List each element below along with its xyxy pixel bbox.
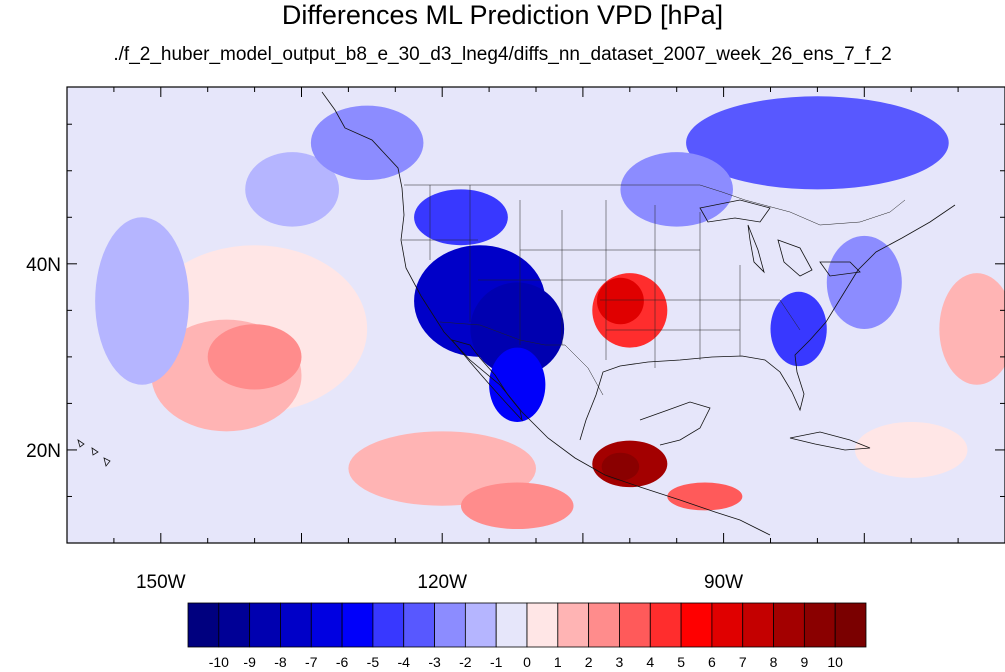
chart-subtitle: ./f_2_huber_model_output_b8_e_30_d3_lneg… [113, 44, 892, 65]
cuba-coastline [789, 431, 871, 451]
colorbar-box [526, 602, 559, 648]
contour-region-16 [460, 482, 574, 530]
contour-region-21 [939, 273, 1005, 385]
colorbar-label: 4 [646, 654, 654, 670]
colorbar-label: -9 [243, 654, 256, 670]
contour-region-19 [770, 291, 827, 367]
contour-region-4 [245, 152, 340, 227]
us-mexico-border [439, 321, 604, 396]
lat-label-40N: 40N [26, 255, 61, 276]
contour-region-14 [667, 482, 743, 511]
colorbar-box [341, 602, 374, 648]
contour-region-8 [414, 189, 508, 246]
lon-label-90W: 90W [704, 572, 743, 593]
colorbar-label: 0 [523, 654, 531, 670]
contour-region-22 [854, 422, 968, 478]
colorbar-label: 8 [770, 654, 778, 670]
map-axes: 150W 120W 90W 40N 20N [26, 87, 1005, 593]
contour-region-3 [95, 217, 189, 385]
contour-field [95, 96, 1005, 530]
lon-label-150W: 150W [136, 572, 186, 593]
colorbar-box [557, 602, 590, 648]
colorbar-box [742, 602, 774, 648]
colorbar-box [372, 602, 405, 648]
colorbar-label: 2 [585, 654, 593, 670]
contour-region-18 [620, 152, 733, 227]
colorbar-box [495, 602, 528, 648]
chart-title: Differences ML Prediction VPD [hPa] [281, 0, 724, 30]
contour-region-2 [207, 324, 302, 390]
colorbar-box [464, 602, 497, 648]
colorbar-boxes [187, 602, 867, 648]
colorbar-box [249, 602, 281, 648]
us-canada-border [404, 184, 906, 226]
colorbar-box [310, 602, 343, 648]
baja-peninsula [450, 339, 523, 422]
colorbar-box [588, 602, 620, 648]
colorbar-box [403, 602, 435, 648]
coastline-layer [77, 91, 956, 536]
colorbar-box [187, 602, 220, 648]
colorbar-label: -2 [459, 654, 472, 670]
lat-label-20N: 20N [26, 441, 61, 462]
contour-region-13 [601, 452, 640, 481]
colorbar-label: -3 [428, 654, 441, 670]
colorbar-label: -7 [305, 654, 318, 670]
colorbar-box [280, 602, 312, 648]
colorbar-box [434, 602, 466, 648]
colorbar-box [711, 602, 744, 648]
hawaii-islands [77, 439, 111, 467]
state-lines [402, 185, 801, 368]
colorbar-label: 7 [739, 654, 747, 670]
contour-region-9 [489, 347, 546, 423]
colorbar-box [619, 602, 651, 648]
contour-region-7 [470, 282, 565, 376]
contour-region-5 [310, 105, 424, 181]
colorbar-box [834, 602, 867, 648]
contour-region-20 [826, 235, 902, 329]
colorbar-label: 1 [554, 654, 562, 670]
colorbar-labels: -10 -9 -8 -7 -6 -5 -4 -3 -2 -1 0 1 2 3 4 5 6 7 8 9 10 [209, 654, 843, 670]
colorbar-label: 3 [616, 654, 624, 670]
colorbar-label: -4 [398, 654, 411, 670]
colorbar-label: -10 [209, 654, 229, 670]
contour-region-11 [596, 277, 644, 325]
great-lakes [699, 199, 861, 277]
colorbar-box [680, 602, 713, 648]
colorbar-box [773, 602, 805, 648]
lon-label-120W: 120W [417, 572, 467, 593]
colorbar-label: -6 [336, 654, 349, 670]
colorbar-label: -8 [274, 654, 287, 670]
colorbar-label: 6 [708, 654, 716, 670]
colorbar-label: -5 [367, 654, 380, 670]
colorbar-box [218, 602, 251, 648]
gulf-coastline [579, 204, 956, 441]
state-boundaries [402, 184, 906, 396]
colorbar-label: 9 [800, 654, 808, 670]
colorbar-label: 10 [827, 654, 843, 670]
colorbar-label: 5 [677, 654, 685, 670]
colorbar-box [803, 602, 836, 648]
colorbar-label: -1 [490, 654, 503, 670]
contour-region-17 [686, 96, 949, 190]
yucatan-coastline [639, 401, 711, 446]
colorbar-box [649, 602, 682, 648]
